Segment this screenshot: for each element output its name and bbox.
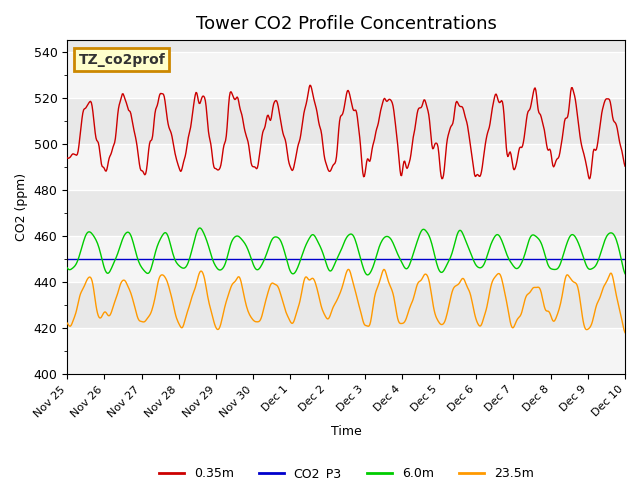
- 6.0m: [74, 259, 81, 264]
- Bar: [67, 328, 625, 374]
- 0.35m: [621, 163, 629, 169]
- 0.35m: [74, 151, 81, 157]
- CO2_P3: [621, 256, 629, 262]
- 6.0m: [432, 257, 440, 263]
- Line: 23.5m: 23.5m: [67, 269, 625, 333]
- 0.35m: [306, 82, 314, 88]
- 23.5m: [621, 330, 629, 336]
- Bar: [67, 236, 625, 282]
- 0.35m: [131, 131, 139, 136]
- 6.0m: [188, 249, 195, 255]
- X-axis label: Time: Time: [331, 425, 362, 438]
- Line: 0.35m: 0.35m: [67, 85, 625, 179]
- CO2_P3: [63, 256, 71, 262]
- Title: Tower CO2 Profile Concentrations: Tower CO2 Profile Concentrations: [196, 15, 497, 33]
- CO2_P3: [430, 256, 438, 262]
- 6.0m: [415, 232, 423, 238]
- 23.5m: [74, 304, 81, 310]
- 23.5m: [415, 279, 422, 285]
- 6.0m: [196, 225, 204, 231]
- 23.5m: [188, 296, 195, 301]
- 6.0m: [218, 266, 225, 272]
- CO2_P3: [414, 256, 422, 262]
- 23.5m: [431, 311, 439, 316]
- 23.5m: [344, 266, 352, 272]
- 6.0m: [63, 265, 71, 271]
- 6.0m: [621, 271, 629, 276]
- 23.5m: [217, 321, 225, 327]
- 0.35m: [63, 155, 71, 161]
- 0.35m: [188, 119, 195, 125]
- CO2_P3: [74, 256, 81, 262]
- 0.35m: [217, 162, 225, 168]
- CO2_P3: [131, 256, 139, 262]
- 23.5m: [131, 304, 139, 310]
- 0.35m: [586, 176, 593, 182]
- Bar: [67, 144, 625, 190]
- CO2_P3: [188, 256, 195, 262]
- 0.35m: [415, 106, 422, 111]
- 6.0m: [131, 246, 139, 252]
- 23.5m: [63, 320, 71, 326]
- Text: TZ_co2prof: TZ_co2prof: [79, 52, 165, 67]
- 0.35m: [431, 141, 439, 147]
- CO2_P3: [217, 256, 225, 262]
- Y-axis label: CO2 (ppm): CO2 (ppm): [15, 173, 28, 241]
- 6.0m: [364, 272, 371, 278]
- Bar: [67, 52, 625, 98]
- Legend: 0.35m, CO2_P3, 6.0m, 23.5m: 0.35m, CO2_P3, 6.0m, 23.5m: [154, 462, 539, 480]
- Line: 6.0m: 6.0m: [67, 228, 625, 275]
